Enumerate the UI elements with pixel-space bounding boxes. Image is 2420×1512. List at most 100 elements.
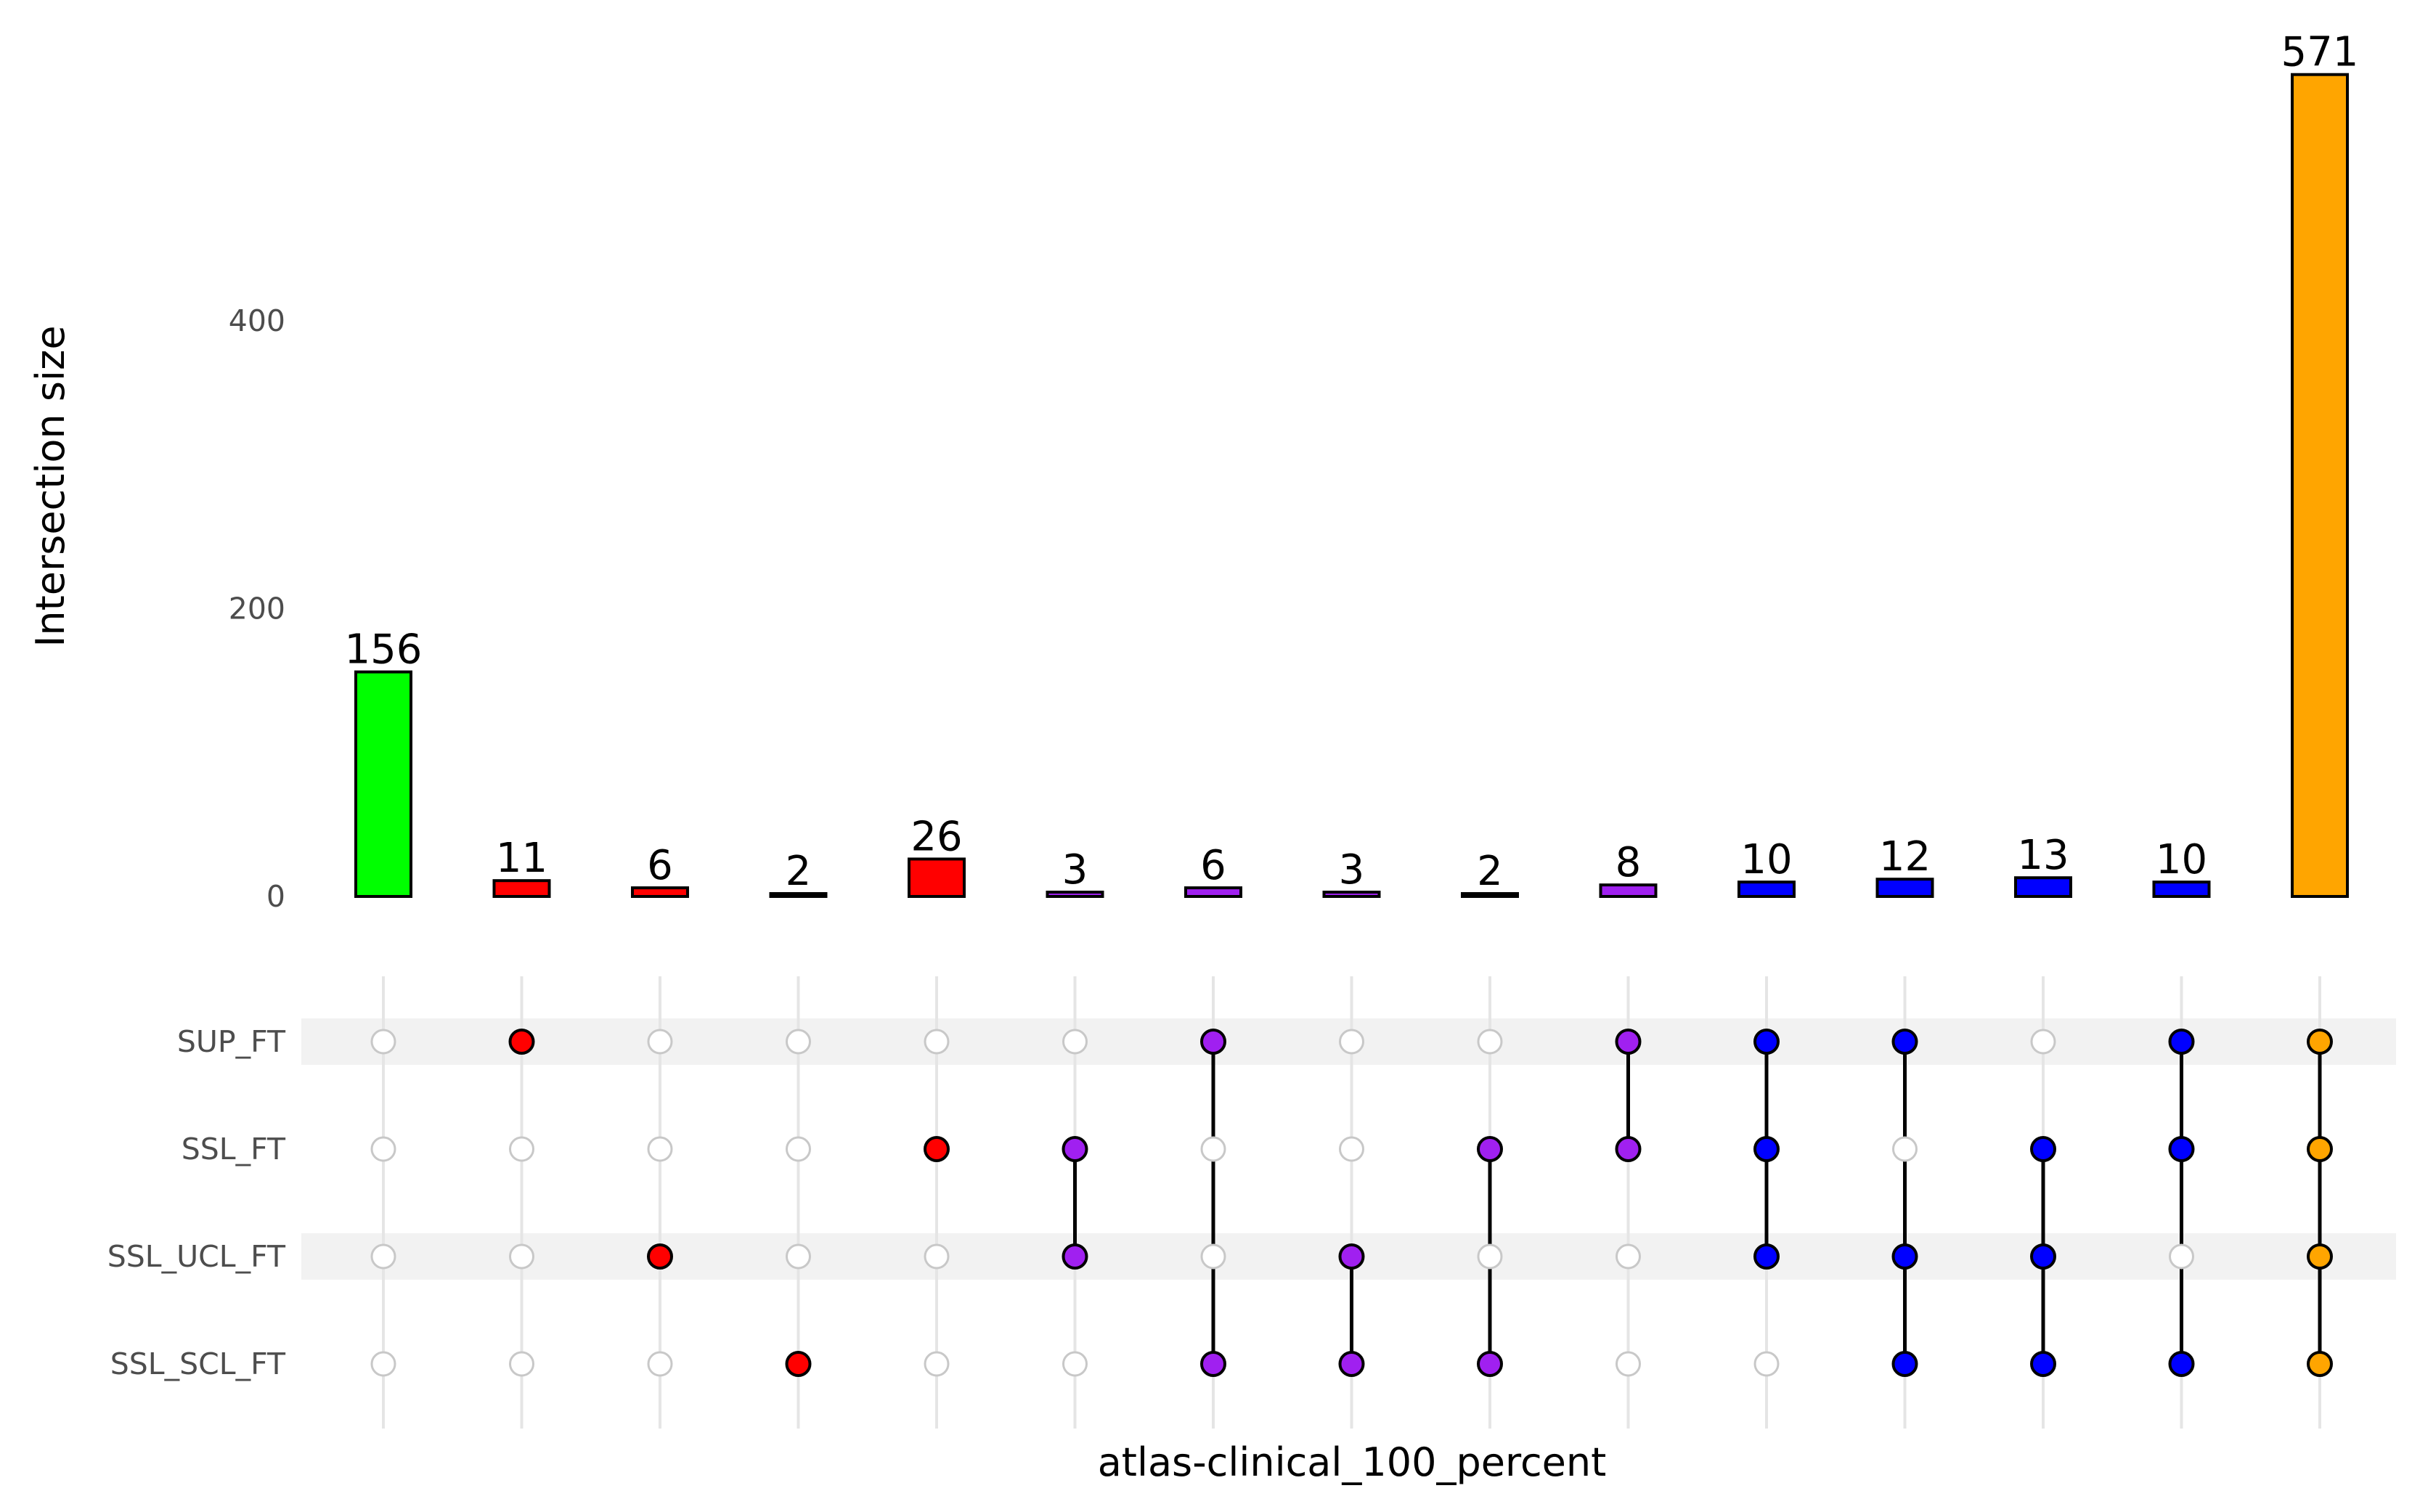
matrix-dot-active bbox=[2030, 1136, 2056, 1162]
matrix-dot-inactive bbox=[1339, 1029, 1364, 1055]
matrix-dot-inactive bbox=[924, 1243, 950, 1270]
matrix-dot-active bbox=[2307, 1351, 2333, 1377]
bar-value-label: 10 bbox=[1740, 836, 1792, 883]
matrix-dot-active bbox=[1615, 1029, 1642, 1055]
bar-value-label: 11 bbox=[496, 835, 547, 882]
matrix-dot-inactive bbox=[647, 1351, 673, 1377]
matrix-dot-inactive bbox=[370, 1136, 396, 1162]
matrix-dots bbox=[370, 1029, 2333, 1377]
matrix-dot-inactive bbox=[1892, 1136, 1918, 1162]
bar-value-label: 12 bbox=[1879, 833, 1931, 880]
matrix-dot-inactive bbox=[647, 1136, 673, 1162]
matrix-dot-inactive bbox=[786, 1243, 811, 1270]
matrix-dot-inactive bbox=[924, 1351, 950, 1377]
matrix-dot-inactive bbox=[370, 1243, 396, 1270]
bar-value-label: 3 bbox=[1339, 846, 1365, 894]
intersection-bars bbox=[354, 73, 2349, 899]
matrix-dot-inactive bbox=[1616, 1351, 1641, 1377]
bar-value-label: 571 bbox=[2281, 29, 2359, 76]
intersection-bar bbox=[2014, 876, 2072, 898]
intersection-bar bbox=[1184, 886, 1242, 899]
matrix-dot-inactive bbox=[1200, 1136, 1226, 1162]
matrix-dot-inactive bbox=[1339, 1136, 1364, 1162]
matrix-dot-active bbox=[1062, 1243, 1088, 1270]
set-label: SSL_SCL_FT bbox=[110, 1347, 286, 1381]
matrix-dot-inactive bbox=[1477, 1029, 1503, 1055]
bar-value-label: 8 bbox=[1616, 839, 1642, 886]
matrix-dot-active bbox=[1753, 1029, 1780, 1055]
bar-value-label: 6 bbox=[1200, 842, 1226, 889]
matrix-dot-active bbox=[2168, 1136, 2195, 1162]
bar-value-label: 156 bbox=[345, 626, 423, 674]
matrix-dot-active bbox=[924, 1136, 950, 1162]
intersection-bar bbox=[2152, 880, 2211, 899]
matrix-dot-active bbox=[785, 1351, 812, 1377]
x-axis-title: atlas-clinical_100_percent bbox=[1098, 1439, 1607, 1485]
intersection-bar bbox=[1046, 891, 1104, 899]
matrix-dot-inactive bbox=[924, 1029, 950, 1055]
matrix-dot-active bbox=[1477, 1351, 1503, 1377]
matrix-dot-active bbox=[1753, 1136, 1780, 1162]
intersection-bar bbox=[769, 892, 828, 899]
matrix-dot-active bbox=[1200, 1029, 1226, 1055]
matrix-dot-inactive bbox=[786, 1029, 811, 1055]
matrix-dot-inactive bbox=[509, 1351, 534, 1377]
y-tick-label: 400 bbox=[229, 303, 285, 338]
matrix-dot-active bbox=[1477, 1136, 1503, 1162]
intersection-bar bbox=[908, 857, 966, 899]
y-axis-title: Intersection size bbox=[28, 325, 73, 647]
matrix-dot-active bbox=[2307, 1243, 2333, 1270]
set-label: SUP_FT bbox=[177, 1024, 286, 1059]
matrix-dot-active bbox=[1062, 1136, 1088, 1162]
matrix-dot-inactive bbox=[1200, 1243, 1226, 1270]
bar-value-label: 3 bbox=[1062, 846, 1088, 894]
matrix-dot-active bbox=[1753, 1243, 1780, 1270]
matrix-dot-active bbox=[647, 1243, 673, 1270]
bar-value-label: 2 bbox=[786, 848, 812, 895]
intersection-bar bbox=[1461, 892, 1519, 899]
intersection-bar bbox=[492, 879, 551, 899]
intersection-bar bbox=[354, 670, 412, 898]
matrix-dot-inactive bbox=[1477, 1243, 1503, 1270]
set-labels: SUP_FT SSL_FT SSL_UCL_FT SSL_SCL_FT bbox=[107, 1024, 286, 1381]
y-tick-label: 0 bbox=[266, 879, 285, 914]
matrix-dot-inactive bbox=[1616, 1243, 1641, 1270]
matrix-dot-inactive bbox=[370, 1351, 396, 1377]
matrix-dot-active bbox=[2168, 1029, 2195, 1055]
intersection-bar bbox=[1875, 878, 1934, 898]
matrix-dot-inactive bbox=[1062, 1029, 1088, 1055]
matrix-dot-active bbox=[2030, 1351, 2056, 1377]
matrix-dot-active bbox=[2307, 1029, 2333, 1055]
matrix-dot-active bbox=[2307, 1136, 2333, 1162]
matrix-dot-active bbox=[2030, 1243, 2056, 1270]
matrix-dot-active bbox=[1891, 1351, 1918, 1377]
matrix-dot-inactive bbox=[509, 1136, 534, 1162]
matrix-dot-active bbox=[1891, 1243, 1918, 1270]
intersection-bar bbox=[1737, 880, 1796, 899]
bar-value-label: 26 bbox=[910, 813, 962, 860]
matrix-dot-inactive bbox=[647, 1029, 673, 1055]
set-label: SSL_FT bbox=[182, 1132, 286, 1166]
bar-value-label: 13 bbox=[2017, 832, 2069, 879]
y-axis-ticks: 0 200 400 bbox=[229, 303, 285, 914]
bar-value-label: 10 bbox=[2156, 836, 2207, 883]
matrix-dot-active bbox=[1200, 1351, 1226, 1377]
bar-value-label: 6 bbox=[647, 842, 673, 889]
matrix-dot-active bbox=[1338, 1243, 1365, 1270]
intersection-bar bbox=[631, 886, 689, 899]
intersection-bar bbox=[1599, 883, 1658, 898]
intersection-bar bbox=[2291, 73, 2349, 898]
matrix-dot-inactive bbox=[786, 1136, 811, 1162]
matrix-dot-inactive bbox=[2030, 1029, 2056, 1055]
intersection-bar bbox=[1322, 891, 1381, 899]
matrix-dot-inactive bbox=[509, 1243, 534, 1270]
matrix-dot-active bbox=[1338, 1351, 1365, 1377]
bar-value-labels: 156 11 6 2 26 3 6 3 2 8 10 12 13 10 571 bbox=[345, 29, 2359, 895]
matrix-dot-active bbox=[508, 1029, 535, 1055]
matrix-dot-active bbox=[1615, 1136, 1642, 1162]
matrix-connectors bbox=[1073, 1042, 2322, 1364]
matrix-dot-inactive bbox=[1753, 1351, 1780, 1377]
matrix-dot-active bbox=[1891, 1029, 1918, 1055]
matrix-dot-inactive bbox=[2169, 1243, 2194, 1270]
